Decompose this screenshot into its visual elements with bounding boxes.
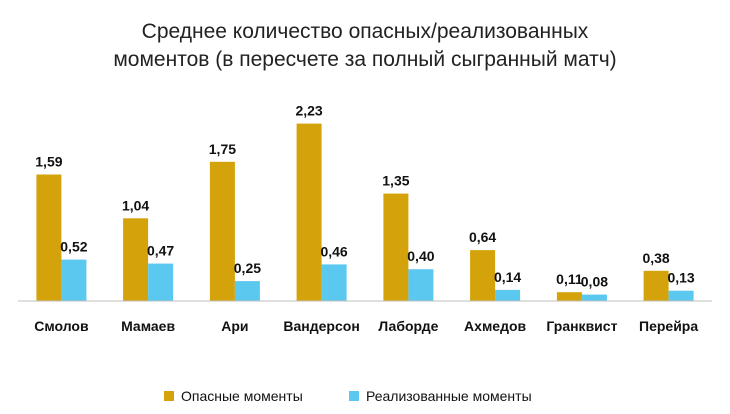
category-label-1: Мамаев — [121, 318, 175, 334]
category-label-5: Ахмедов — [464, 318, 526, 334]
value-label-realized-7: 0,13 — [667, 270, 694, 286]
category-label-7: Перейра — [639, 318, 698, 334]
value-label-realized-0: 0,52 — [60, 239, 87, 255]
bar-realized-5 — [495, 289, 521, 301]
category-label-6: Гранквист — [546, 318, 617, 334]
bar-realized-7 — [668, 290, 694, 301]
bar-dangerous-4 — [383, 193, 409, 301]
bar-realized-6 — [581, 294, 607, 301]
bar-realized-1 — [148, 263, 174, 301]
category-label-0: Смолов — [34, 318, 89, 334]
legend: Опасные моменты Реализованные моменты — [164, 388, 532, 404]
bar-realized-0 — [61, 259, 87, 301]
bar-dangerous-2 — [209, 161, 235, 301]
value-label-dangerous-4: 1,35 — [382, 173, 409, 189]
value-label-realized-4: 0,40 — [407, 248, 434, 264]
legend-swatch-realized — [349, 391, 359, 401]
legend-label-dangerous: Опасные моменты — [181, 388, 303, 404]
bar-realized-4 — [408, 269, 434, 301]
title-line-1: Среднее количество опасных/реализованных — [142, 20, 589, 43]
bar-dangerous-1 — [123, 218, 149, 301]
category-label-2: Ари — [221, 318, 248, 334]
value-label-dangerous-3: 2,23 — [295, 103, 322, 119]
value-label-realized-1: 0,47 — [147, 243, 174, 259]
chart-title: Среднее количество опасных/реализованных… — [113, 20, 616, 71]
legend-label-realized: Реализованные моменты — [366, 388, 532, 404]
bar-realized-2 — [234, 281, 260, 301]
category-label-4: Лаборде — [378, 318, 438, 334]
bar-dangerous-3 — [296, 123, 322, 301]
value-label-realized-3: 0,46 — [320, 243, 347, 259]
value-label-realized-6: 0,08 — [581, 274, 608, 290]
legend-swatch-dangerous — [164, 391, 174, 401]
bars-layer: 1,59 0,52 1,04 0,47 1,75 0,25 2,23 0,46 1,35 0,40… — [35, 103, 695, 301]
category-label-3: Вандерсон — [283, 318, 359, 334]
bar-dangerous-0 — [36, 174, 62, 301]
value-label-dangerous-1: 1,04 — [122, 197, 149, 213]
category-labels: Смолов Мамаев Ари Вандерсон Лаборде Ахмедов Гр… — [34, 318, 698, 334]
bar-dangerous-5 — [470, 250, 496, 301]
value-label-dangerous-6: 0,11 — [556, 271, 583, 287]
value-label-dangerous-7: 0,38 — [642, 250, 669, 266]
bar-dangerous-6 — [556, 292, 582, 301]
value-label-dangerous-2: 1,75 — [209, 141, 236, 157]
value-label-realized-5: 0,14 — [494, 269, 521, 285]
bar-realized-3 — [321, 264, 347, 301]
value-label-realized-2: 0,25 — [234, 260, 261, 276]
bar-dangerous-7 — [643, 270, 669, 301]
value-label-dangerous-5: 0,64 — [469, 229, 496, 245]
value-label-dangerous-0: 1,59 — [35, 154, 62, 170]
title-line-2: моментов (в пересчете за полный сыгранны… — [113, 48, 616, 71]
